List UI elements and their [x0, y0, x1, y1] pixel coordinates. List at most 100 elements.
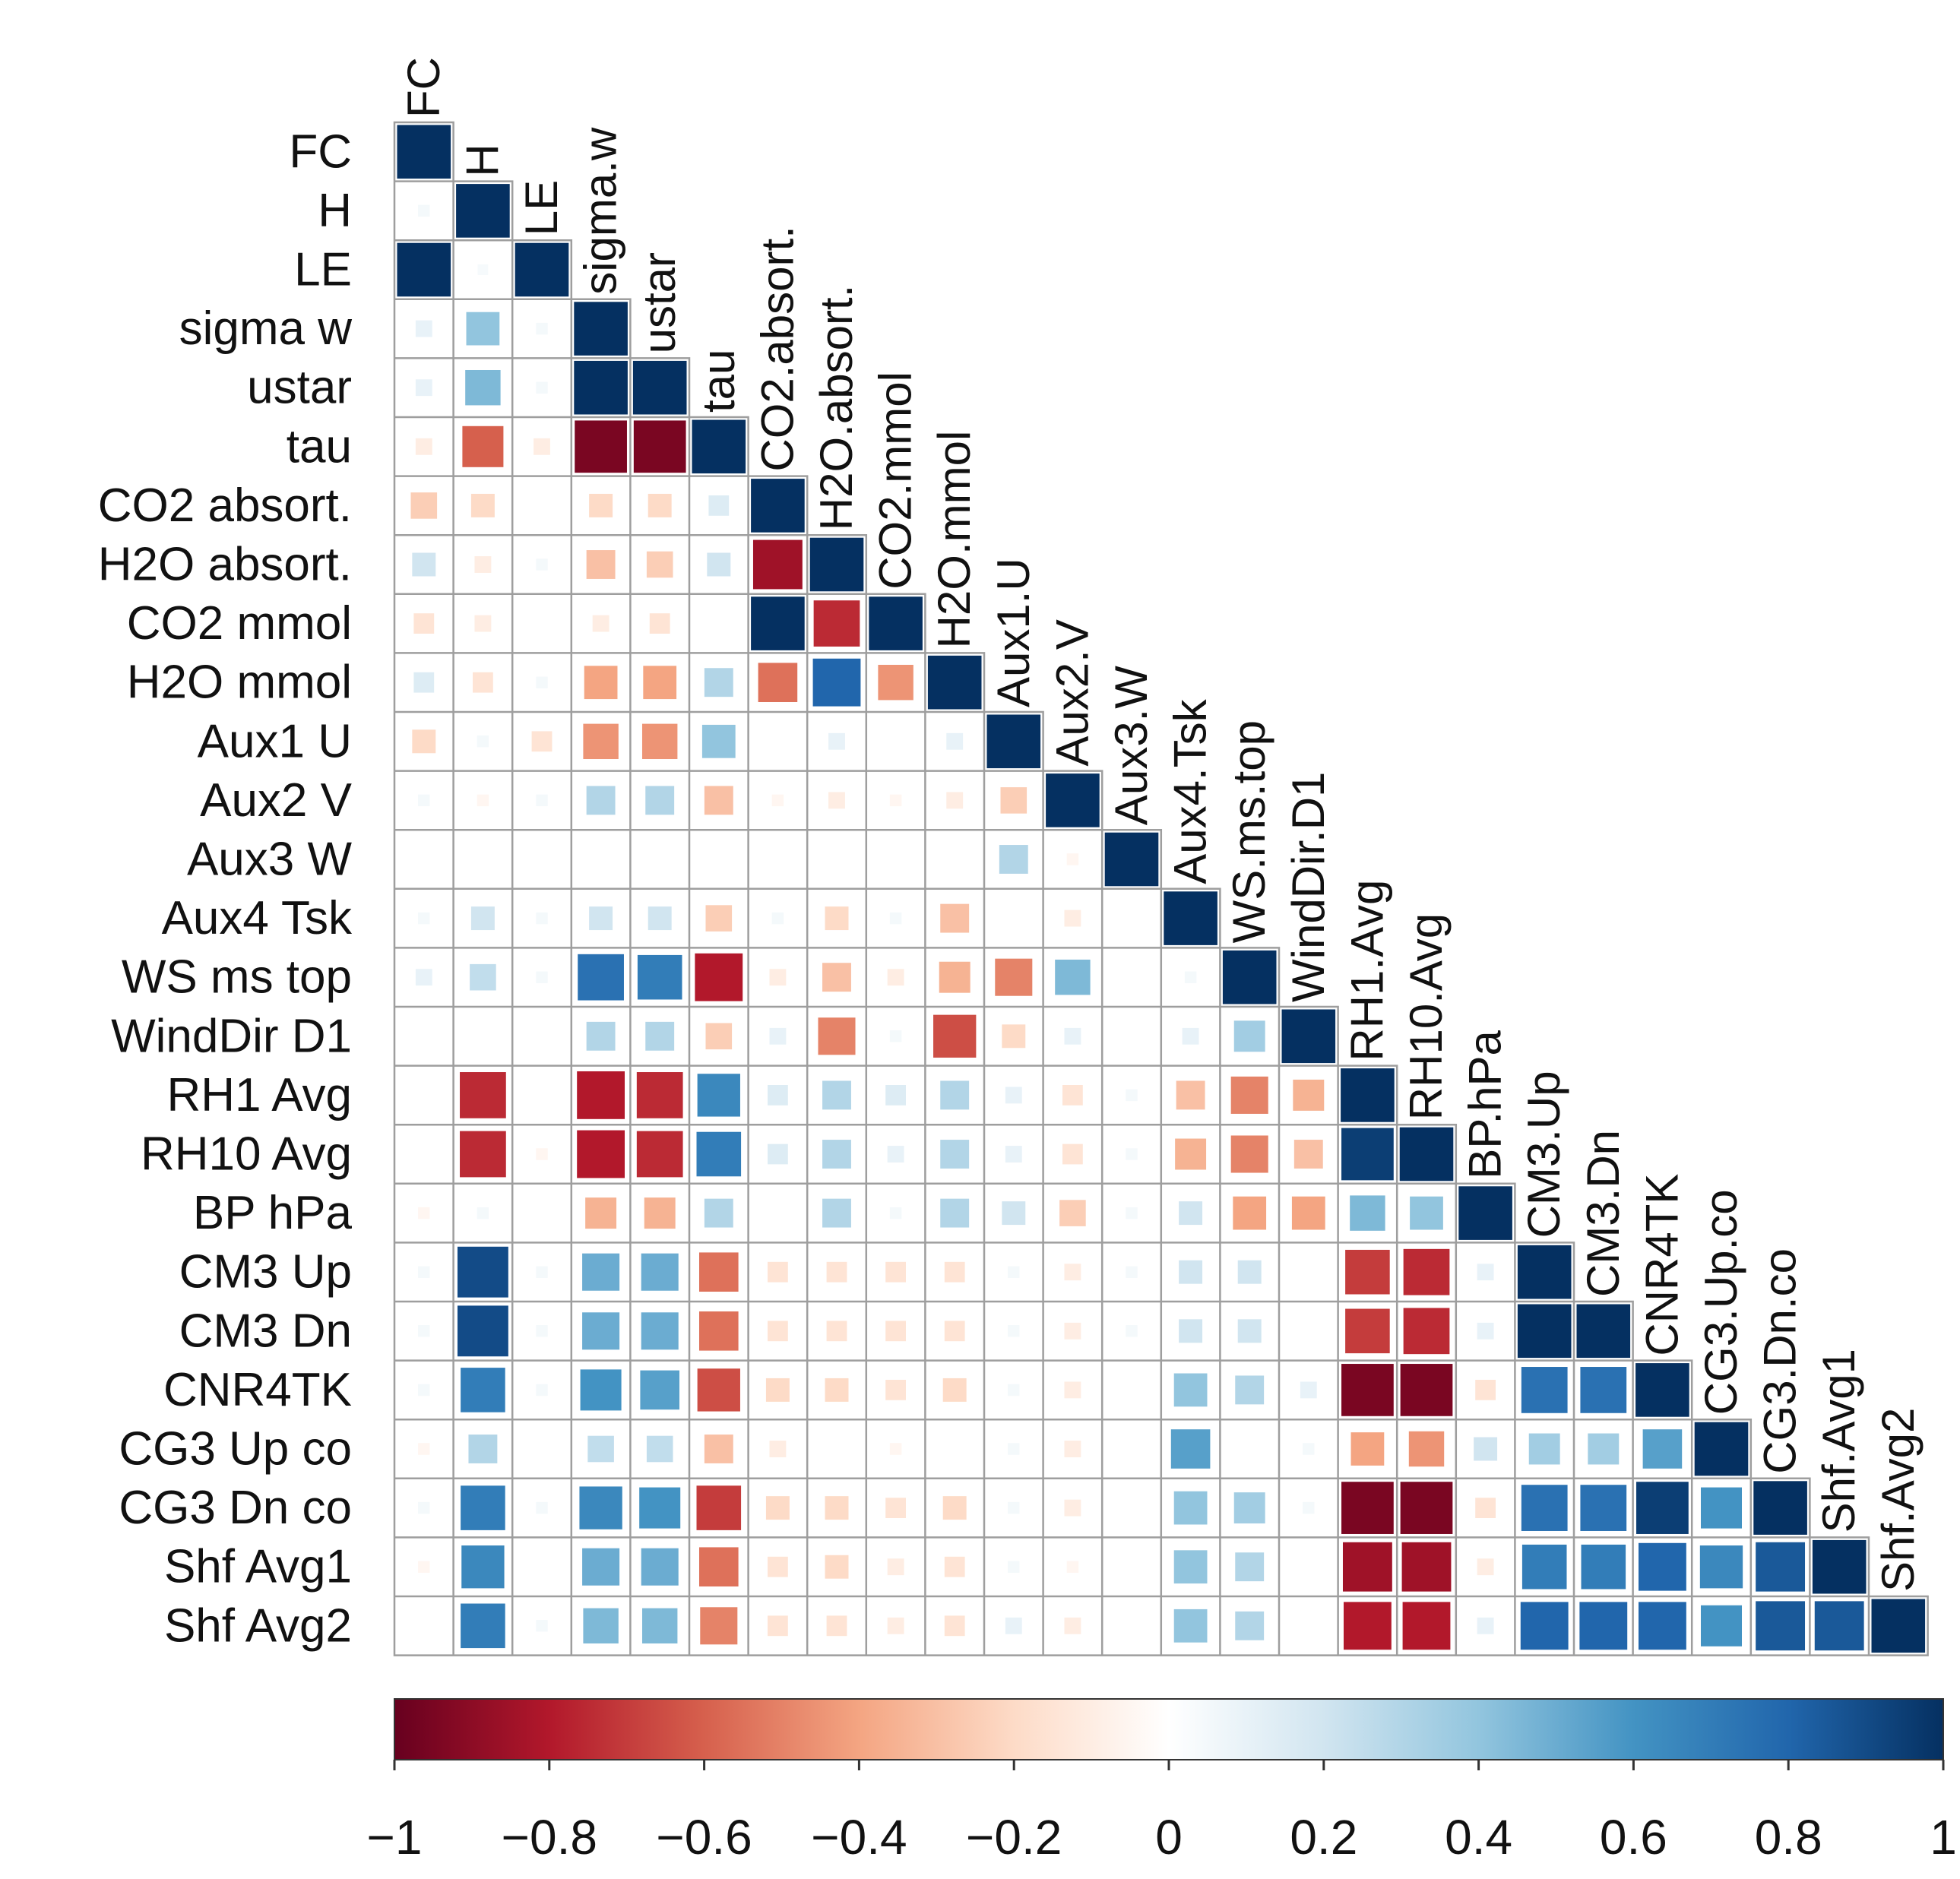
row-label: WindDir D1 [111, 1010, 352, 1062]
cell-12-9 [954, 859, 955, 860]
cell-16-1 [458, 1070, 508, 1121]
cell-25-22 [1698, 1602, 1745, 1649]
cell-1-1 [454, 182, 512, 240]
colorbar-tick-label: 0.2 [1290, 1810, 1357, 1865]
row-label: CNR4TK [163, 1364, 352, 1416]
cell-18-9 [938, 1197, 971, 1229]
cell-7-2 [535, 558, 549, 571]
row-label: CG3 Up co [119, 1423, 352, 1476]
colorbar-gradient [394, 1698, 1944, 1760]
cell-23-9 [941, 1495, 968, 1522]
cell-17-5 [694, 1129, 744, 1179]
cell-10-6 [777, 741, 779, 742]
column-label: CM3.Dn [1578, 1130, 1629, 1297]
cell-19-14 [1236, 1258, 1263, 1286]
cell-3-2 [535, 321, 549, 336]
cell-18-17 [1407, 1194, 1445, 1232]
cell-23-13 [1171, 1488, 1210, 1527]
cell-25-15 [1308, 1625, 1309, 1627]
cell-17-11 [1061, 1142, 1084, 1166]
cell-11-1 [476, 793, 490, 808]
cell-22-12 [1131, 1448, 1132, 1450]
cell-7-0 [410, 551, 438, 578]
cell-10-9 [945, 732, 964, 751]
cell-9-0 [412, 671, 435, 694]
cell-20-12 [1125, 1324, 1138, 1338]
cell-22-3 [586, 1434, 616, 1464]
cell-23-5 [694, 1483, 744, 1533]
colorbar-tick-label: 0.6 [1600, 1810, 1667, 1865]
cell-9-7 [810, 656, 863, 709]
cell-16-6 [766, 1083, 790, 1107]
cell-15-14 [1232, 1018, 1268, 1054]
cell-19-5 [697, 1250, 741, 1294]
cell-15-8 [888, 1030, 903, 1043]
cell-19-8 [884, 1261, 907, 1284]
cell-19-2 [535, 1265, 549, 1279]
cell-16-15 [1290, 1077, 1326, 1113]
cell-16-12 [1125, 1088, 1138, 1102]
cell-21-13 [1171, 1371, 1210, 1409]
row-label: Shf Avg1 [164, 1541, 352, 1593]
column-label: Aux3.W [1106, 666, 1157, 825]
cell-11-5 [702, 784, 736, 817]
cell-17-1 [458, 1128, 508, 1180]
cell-15-11 [1063, 1026, 1082, 1046]
cell-11-3 [584, 784, 617, 817]
cell-22-19 [1527, 1431, 1563, 1467]
cell-25-21 [1635, 1599, 1689, 1653]
cell-8-5 [718, 622, 720, 625]
cell-25-4 [640, 1605, 680, 1646]
column-label: Shf.Avg2 [1873, 1408, 1924, 1592]
cell-15-3 [584, 1020, 617, 1053]
cell-25-17 [1400, 1599, 1453, 1653]
cell-13-13 [1161, 889, 1220, 947]
cell-21-16 [1339, 1362, 1396, 1419]
column-label: FC [398, 57, 449, 118]
cell-12-1 [482, 859, 484, 860]
cell-25-9 [943, 1614, 967, 1637]
cell-15-10 [1000, 1023, 1027, 1050]
cell-12-11 [1065, 853, 1080, 866]
colorbar-tick-label: −0.8 [502, 1810, 597, 1865]
row-label: Aux4 Tsk [162, 892, 353, 944]
cell-6-4 [646, 492, 673, 519]
cell-24-4 [638, 1545, 681, 1588]
cell-25-25 [1869, 1596, 1928, 1656]
cell-24-13 [1171, 1548, 1210, 1586]
cell-12-6 [777, 859, 779, 860]
cell-8-3 [591, 614, 610, 633]
cell-22-21 [1640, 1427, 1685, 1471]
colorbar-tick-label: 0.8 [1755, 1810, 1822, 1865]
cell-22-13 [1168, 1427, 1213, 1471]
cell-24-23 [1753, 1539, 1808, 1594]
cell-20-15 [1308, 1330, 1309, 1332]
cell-8-1 [473, 614, 492, 633]
cell-9-5 [702, 666, 736, 699]
row-label: H [318, 185, 352, 237]
cell-14-7 [820, 960, 853, 994]
cell-12-4 [659, 859, 660, 860]
cell-24-2 [541, 1566, 543, 1567]
column-label: Aux4.Tsk [1165, 698, 1216, 884]
cell-13-4 [646, 905, 673, 932]
cell-23-0 [417, 1501, 431, 1515]
cell-11-10 [999, 785, 1029, 815]
cell-10-4 [640, 721, 680, 761]
cell-17-3 [575, 1128, 628, 1181]
cell-19-13 [1177, 1258, 1205, 1286]
cell-5-4 [631, 418, 689, 476]
cell-4-0 [414, 378, 434, 397]
cell-18-4 [642, 1195, 678, 1231]
cell-14-3 [575, 951, 626, 1003]
cell-20-6 [766, 1319, 790, 1343]
cell-18-0 [417, 1206, 431, 1220]
cell-6-6 [749, 476, 807, 535]
cell-3-3 [572, 299, 630, 358]
column-label: H [457, 144, 508, 176]
cell-21-21 [1633, 1361, 1692, 1419]
row-label: Aux2 V [200, 774, 353, 827]
cell-11-6 [771, 793, 785, 808]
cell-25-6 [766, 1614, 790, 1637]
cell-17-12 [1125, 1147, 1138, 1161]
